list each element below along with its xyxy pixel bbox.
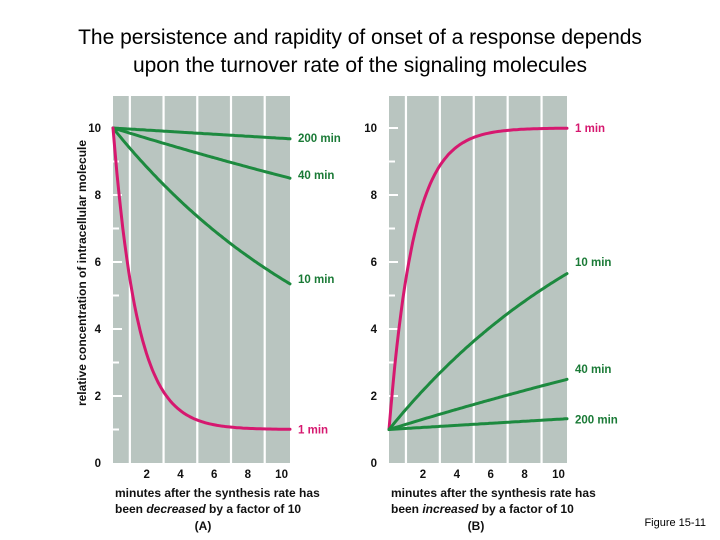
x-tick-label: 6	[488, 469, 494, 481]
panel-label: (B)	[468, 519, 485, 533]
plot-background	[389, 96, 567, 463]
x-tick-label: 2	[144, 469, 150, 481]
y-axis-label: relative concentration of intracellular …	[75, 140, 89, 406]
x-tick-label: 6	[211, 469, 217, 481]
x-tick-label: 4	[177, 469, 184, 481]
series-label-10-min: 10 min	[575, 257, 611, 269]
y-tick-label: 4	[371, 324, 378, 336]
y-tick-label: 6	[371, 257, 377, 269]
figure-caption: Figure 15-11	[644, 517, 706, 529]
series-line-1-min	[387, 126, 569, 431]
series-line-200-min	[111, 126, 292, 141]
x-tick-label: 10	[552, 469, 565, 481]
x-axis-label-line-1: minutes after the synthesis rate has	[115, 486, 320, 500]
series-label-40-min: 40 min	[298, 170, 334, 182]
plot-background	[113, 96, 290, 463]
series-label-1-min: 1 min	[575, 123, 605, 135]
series-label-1-min: 1 min	[298, 425, 328, 437]
series-label-40-min: 40 min	[575, 364, 611, 376]
x-tick-label: 4	[454, 469, 461, 481]
series-line-10-min	[387, 272, 569, 431]
slide-title-line-2: upon the turnover rate of the signaling …	[132, 54, 588, 77]
y-tick-label: 10	[364, 123, 377, 135]
series-line-1-min	[111, 126, 292, 431]
series-line-40-min	[111, 126, 292, 180]
x-tick-label: 2	[420, 469, 426, 481]
x-axis-label-line-2: been decreased by a factor of 10	[115, 502, 301, 516]
x-axis-label-pre: been	[115, 502, 146, 516]
x-axis-label-post: by a factor of 10	[206, 502, 302, 516]
y-tick-label: 2	[95, 391, 101, 403]
slide-title: The persistence and rapidity of onset of…	[0, 24, 720, 80]
x-tick-label: 8	[245, 469, 252, 481]
x-axis-label-pre: been	[391, 502, 422, 516]
chart-panel-a: 0 2 4 6 8 10 2 4 6 8 10 200 min 40 min 10 min 1 min min…	[88, 96, 341, 533]
x-axis-label-emphasis: increased	[422, 502, 479, 516]
x-tick-label: 8	[521, 469, 528, 481]
x-tick-label: 10	[275, 469, 288, 481]
series-line-40-min	[387, 377, 569, 431]
y-tick-label: 8	[95, 190, 102, 202]
x-axis-label-line-2: been increased by a factor of 10	[391, 502, 574, 516]
series-line-10-min	[111, 126, 292, 286]
y-tick-label: 4	[95, 324, 102, 336]
y-tick-label: 6	[95, 257, 101, 269]
chart-panel-b: 0 2 4 6 8 10 2 4 6 8 10 1 min 10 min 40 min 200 min min…	[364, 96, 618, 533]
slide-title-line-1: The persistence and rapidity of onset of…	[78, 26, 642, 49]
x-axis-label-line-1: minutes after the synthesis rate has	[391, 486, 596, 500]
y-tick-label: 0	[371, 458, 377, 470]
y-tick-label: 0	[95, 458, 101, 470]
x-axis-label-post: by a factor of 10	[478, 502, 574, 516]
x-axis-label-emphasis: decreased	[146, 502, 206, 516]
y-tick-label: 10	[88, 123, 101, 135]
series-line-200-min	[387, 417, 569, 431]
y-tick-label: 2	[371, 391, 377, 403]
series-label-10-min: 10 min	[298, 274, 334, 286]
panel-label: (A)	[195, 519, 212, 533]
y-tick-label: 8	[371, 190, 378, 202]
series-label-200-min: 200 min	[298, 133, 341, 145]
series-label-200-min: 200 min	[575, 414, 618, 426]
